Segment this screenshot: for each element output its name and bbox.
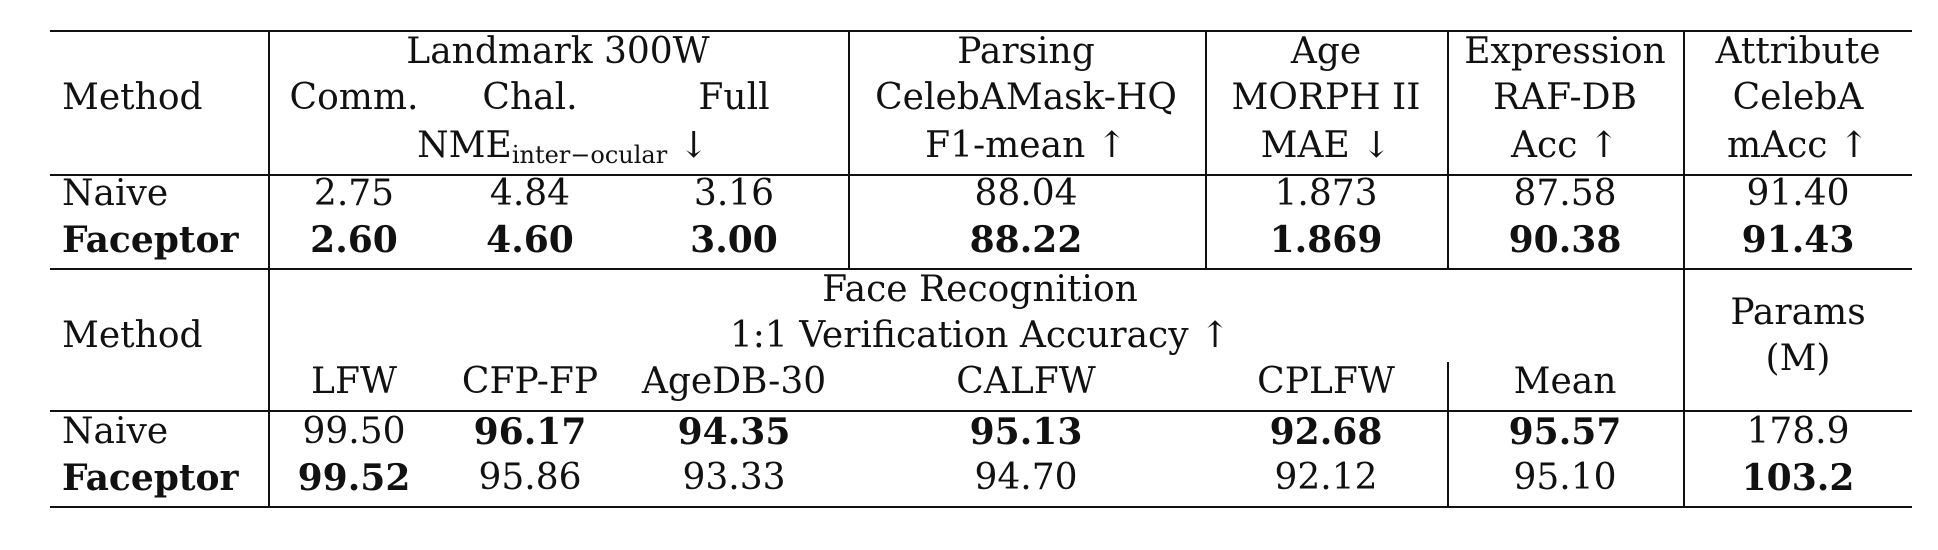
middle-rule bbox=[50, 268, 1912, 270]
landmark-metric: NMEinter−ocular ↓ bbox=[417, 126, 709, 175]
landmark-metric-arrow: ↓ bbox=[678, 125, 709, 166]
parsing-header: Parsing bbox=[957, 31, 1095, 72]
cell: 88.22 bbox=[969, 219, 1083, 261]
cell: 1.873 bbox=[1274, 173, 1378, 214]
cell: 2.60 bbox=[310, 219, 398, 261]
cell: 103.2 bbox=[1741, 457, 1855, 499]
top-method-divider bbox=[268, 30, 270, 268]
cell: 95.57 bbox=[1508, 411, 1622, 453]
cell: 94.35 bbox=[677, 411, 791, 453]
cell: 178.9 bbox=[1746, 411, 1850, 452]
method-header: Method bbox=[62, 77, 203, 118]
top-header-rule bbox=[50, 174, 1912, 176]
method-header: Method bbox=[62, 315, 203, 356]
landmark-col-full: Full bbox=[698, 77, 770, 118]
face-recognition-metric: 1:1 Verification Accuracy ↑ bbox=[729, 315, 1231, 356]
cell: 99.52 bbox=[297, 457, 411, 499]
age-metric: MAE ↓ bbox=[1260, 125, 1392, 166]
cell: 87.58 bbox=[1513, 173, 1617, 214]
bottom-rule bbox=[50, 506, 1912, 508]
bottom-header-rule bbox=[50, 410, 1912, 412]
cell: 4.60 bbox=[486, 219, 574, 261]
cell: 1.869 bbox=[1269, 219, 1383, 261]
fr-col-agedb-30: AgeDB-30 bbox=[641, 361, 827, 402]
fr-col-calfw: CALFW bbox=[956, 361, 1096, 402]
cell: 92.12 bbox=[1274, 457, 1378, 498]
landmark-header: Landmark 300W bbox=[406, 31, 710, 72]
expression-divider bbox=[1683, 30, 1685, 268]
age-dataset: MORPH II bbox=[1231, 77, 1421, 118]
row-method: Naive bbox=[62, 411, 169, 452]
params-header-line1: Params bbox=[1730, 292, 1866, 333]
cell: 96.17 bbox=[473, 411, 587, 453]
cell: 88.04 bbox=[974, 173, 1078, 214]
parsing-divider bbox=[1205, 30, 1207, 268]
fr-col-mean: Mean bbox=[1513, 361, 1617, 402]
attribute-dataset: CelebA bbox=[1732, 77, 1864, 118]
row-method: Naive bbox=[62, 173, 169, 214]
params-header-line2: (M) bbox=[1765, 338, 1831, 379]
bottom-method-divider bbox=[268, 268, 270, 506]
cell: 94.70 bbox=[974, 457, 1078, 498]
expression-metric: Acc ↑ bbox=[1511, 125, 1619, 166]
landmark-metric-sub: inter−ocular bbox=[511, 141, 668, 169]
landmark-col-chal: Chal. bbox=[482, 77, 578, 118]
fr-col-cfp-fp: CFP-FP bbox=[461, 361, 599, 402]
cell: 95.10 bbox=[1513, 457, 1617, 498]
landmark-metric-main: NME bbox=[417, 125, 512, 166]
row-method: Faceptor bbox=[62, 219, 239, 261]
fr-col-lfw: LFW bbox=[311, 361, 397, 402]
params-divider bbox=[1683, 268, 1685, 506]
attribute-header: Attribute bbox=[1715, 31, 1881, 72]
face-recognition-header: Face Recognition bbox=[822, 269, 1138, 310]
expression-dataset: RAF-DB bbox=[1493, 77, 1637, 118]
landmark-divider bbox=[848, 30, 850, 268]
cell: 92.68 bbox=[1269, 411, 1383, 453]
cell: 4.84 bbox=[489, 173, 571, 214]
cell: 2.75 bbox=[313, 173, 395, 214]
age-header: Age bbox=[1290, 31, 1362, 72]
row-method: Faceptor bbox=[62, 457, 239, 499]
age-divider bbox=[1447, 30, 1449, 268]
expression-header: Expression bbox=[1464, 31, 1666, 72]
cell: 3.16 bbox=[693, 173, 775, 214]
mean-divider bbox=[1447, 362, 1449, 506]
cell: 95.86 bbox=[478, 457, 582, 498]
cell: 95.13 bbox=[969, 411, 1083, 453]
landmark-col-comm: Comm. bbox=[289, 77, 419, 118]
fr-col-cplfw: CPLFW bbox=[1257, 361, 1395, 402]
cell: 3.00 bbox=[690, 219, 778, 261]
parsing-dataset: CelebAMask-HQ bbox=[875, 77, 1177, 118]
cell: 91.40 bbox=[1746, 173, 1850, 214]
attribute-metric: mAcc ↑ bbox=[1726, 125, 1870, 166]
cell: 99.50 bbox=[302, 411, 406, 452]
cell: 93.33 bbox=[682, 457, 786, 498]
cell: 90.38 bbox=[1508, 219, 1622, 261]
cell: 91.43 bbox=[1741, 219, 1855, 261]
parsing-metric: F1-mean ↑ bbox=[925, 125, 1127, 166]
top-rule bbox=[50, 30, 1912, 32]
